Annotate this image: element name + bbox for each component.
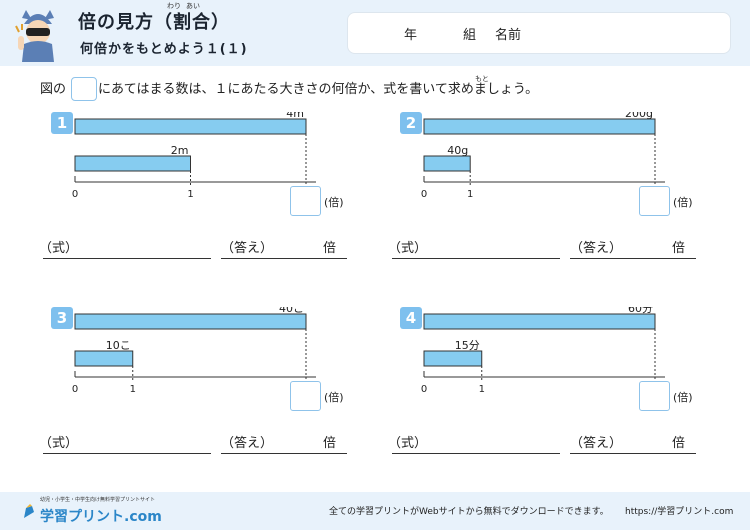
footer-note: 全ての学習プリントがWebサイトから無料でダウンロードできます。 <box>329 507 609 517</box>
answer-line[interactable] <box>221 453 347 454</box>
answer-unit-label: (倍) <box>324 196 344 209</box>
tape-diagram: 4m 2m 0 1 <box>72 112 316 200</box>
formula-label: （式） <box>388 436 428 451</box>
name-box[interactable]: 年 組 名前 <box>347 12 731 54</box>
axis-label-one: 1 <box>479 384 485 395</box>
answer-label: （答え） <box>570 436 623 451</box>
instructions: 図の にあてはまる数は、１にあたる大きさの何倍か、式を書いて求めましょう。 <box>40 78 538 97</box>
instructions-after: にあてはまる数は、１にあたる大きさの何倍か、式を書いて求めましょう。 <box>98 82 539 97</box>
top-bar <box>423 313 656 330</box>
axis-label-one: 1 <box>130 384 136 395</box>
top-bar <box>74 118 307 135</box>
answer-input-box[interactable] <box>639 381 670 411</box>
formula-line[interactable] <box>43 258 211 259</box>
header-band: 倍の見方（割合） わり あい 何倍かをもとめよう１(１) 年 組 名前 <box>0 0 750 66</box>
answer-suffix: 倍 <box>323 436 337 451</box>
answer-unit-label: (倍) <box>324 391 344 404</box>
answer-suffix: 倍 <box>672 241 686 256</box>
formula-line[interactable] <box>392 453 560 454</box>
problem-number: 2 <box>400 112 422 134</box>
answer-line[interactable] <box>570 258 696 259</box>
top-bar <box>423 118 656 135</box>
mascot-icon <box>15 10 54 62</box>
axis-label-one: 1 <box>187 189 193 200</box>
answer-line[interactable] <box>221 258 347 259</box>
problem-number: 1 <box>51 112 73 134</box>
answer-input-box[interactable] <box>290 186 321 216</box>
footer-logo[interactable]: 学習プリント.com <box>40 509 162 525</box>
title-paren: （割合） <box>154 12 230 33</box>
formula-line[interactable] <box>392 258 560 259</box>
problem-3: 3 40こ 10こ 0 1 (倍) （式） （答え） 倍 <box>39 307 391 497</box>
tape-diagram: 40こ 10こ 0 1 <box>72 307 316 395</box>
ruby-ai: あい <box>186 2 200 10</box>
axis-label-one: 1 <box>467 189 473 200</box>
formula-label: （式） <box>39 241 79 256</box>
ruby-motome: もと <box>475 75 489 83</box>
pencil-logo-icon <box>24 504 34 518</box>
bottom-bar-label: 15分 <box>455 339 480 352</box>
tape-diagram: 200g 40g 0 1 <box>421 112 665 200</box>
formula-line[interactable] <box>43 453 211 454</box>
answer-line[interactable] <box>570 453 696 454</box>
problem-1: 1 4m 2m 0 1 (倍) （式） （答え） 倍 <box>39 112 391 302</box>
footer-url[interactable]: https://学習プリント.com <box>625 507 734 517</box>
answer-suffix: 倍 <box>323 241 337 256</box>
answer-input-box[interactable] <box>639 186 670 216</box>
bottom-bar-label: 10こ <box>106 339 131 352</box>
top-bar-label: 60分 <box>628 307 653 315</box>
axis-label-zero: 0 <box>72 384 78 395</box>
page-title: 倍の見方（割合） <box>78 8 230 34</box>
footer: 幼児・小学生・中学生向け無料学習プリントサイト 学習プリント.com 全ての学習… <box>0 492 750 530</box>
name-label: 名前 <box>495 28 522 43</box>
top-bar-label: 200g <box>625 112 653 120</box>
answer-label: （答え） <box>221 241 274 256</box>
bottom-bar-label: 2m <box>171 144 189 157</box>
top-bar-label: 40こ <box>279 307 304 315</box>
bottom-bar <box>74 350 134 367</box>
instructions-sample-box <box>71 77 97 101</box>
axis-label-zero: 0 <box>421 189 427 200</box>
ruby-wari: わり <box>167 2 181 10</box>
footer-tagline: 幼児・小学生・中学生向け無料学習プリントサイト <box>40 497 156 503</box>
formula-label: （式） <box>388 241 428 256</box>
axis-label-zero: 0 <box>72 189 78 200</box>
tape-diagram: 60分 15分 0 1 <box>421 307 665 395</box>
page-subtitle: 何倍かをもとめよう１(１) <box>80 42 248 57</box>
axis-label-zero: 0 <box>421 384 427 395</box>
answer-label: （答え） <box>570 241 623 256</box>
instructions-before: 図の <box>40 82 67 97</box>
answer-unit-label: (倍) <box>673 391 693 404</box>
problem-number: 4 <box>400 307 422 329</box>
answer-label: （答え） <box>221 436 274 451</box>
bottom-bar <box>74 155 191 172</box>
answer-input-box[interactable] <box>290 381 321 411</box>
answer-unit-label: (倍) <box>673 196 693 209</box>
year-label: 年 <box>404 28 418 43</box>
problem-number: 3 <box>51 307 73 329</box>
bottom-bar <box>423 350 483 367</box>
bottom-bar <box>423 155 471 172</box>
problem-4: 4 60分 15分 0 1 (倍) （式） （答え） 倍 <box>388 307 740 497</box>
title-main: 倍の見方 <box>78 12 154 33</box>
top-bar <box>74 313 307 330</box>
formula-label: （式） <box>39 436 79 451</box>
bottom-bar-label: 40g <box>447 144 468 157</box>
top-bar-label: 4m <box>286 112 304 120</box>
problem-2: 2 200g 40g 0 1 (倍) （式） （答え） 倍 <box>388 112 740 302</box>
answer-suffix: 倍 <box>672 436 686 451</box>
class-label: 組 <box>463 28 477 43</box>
